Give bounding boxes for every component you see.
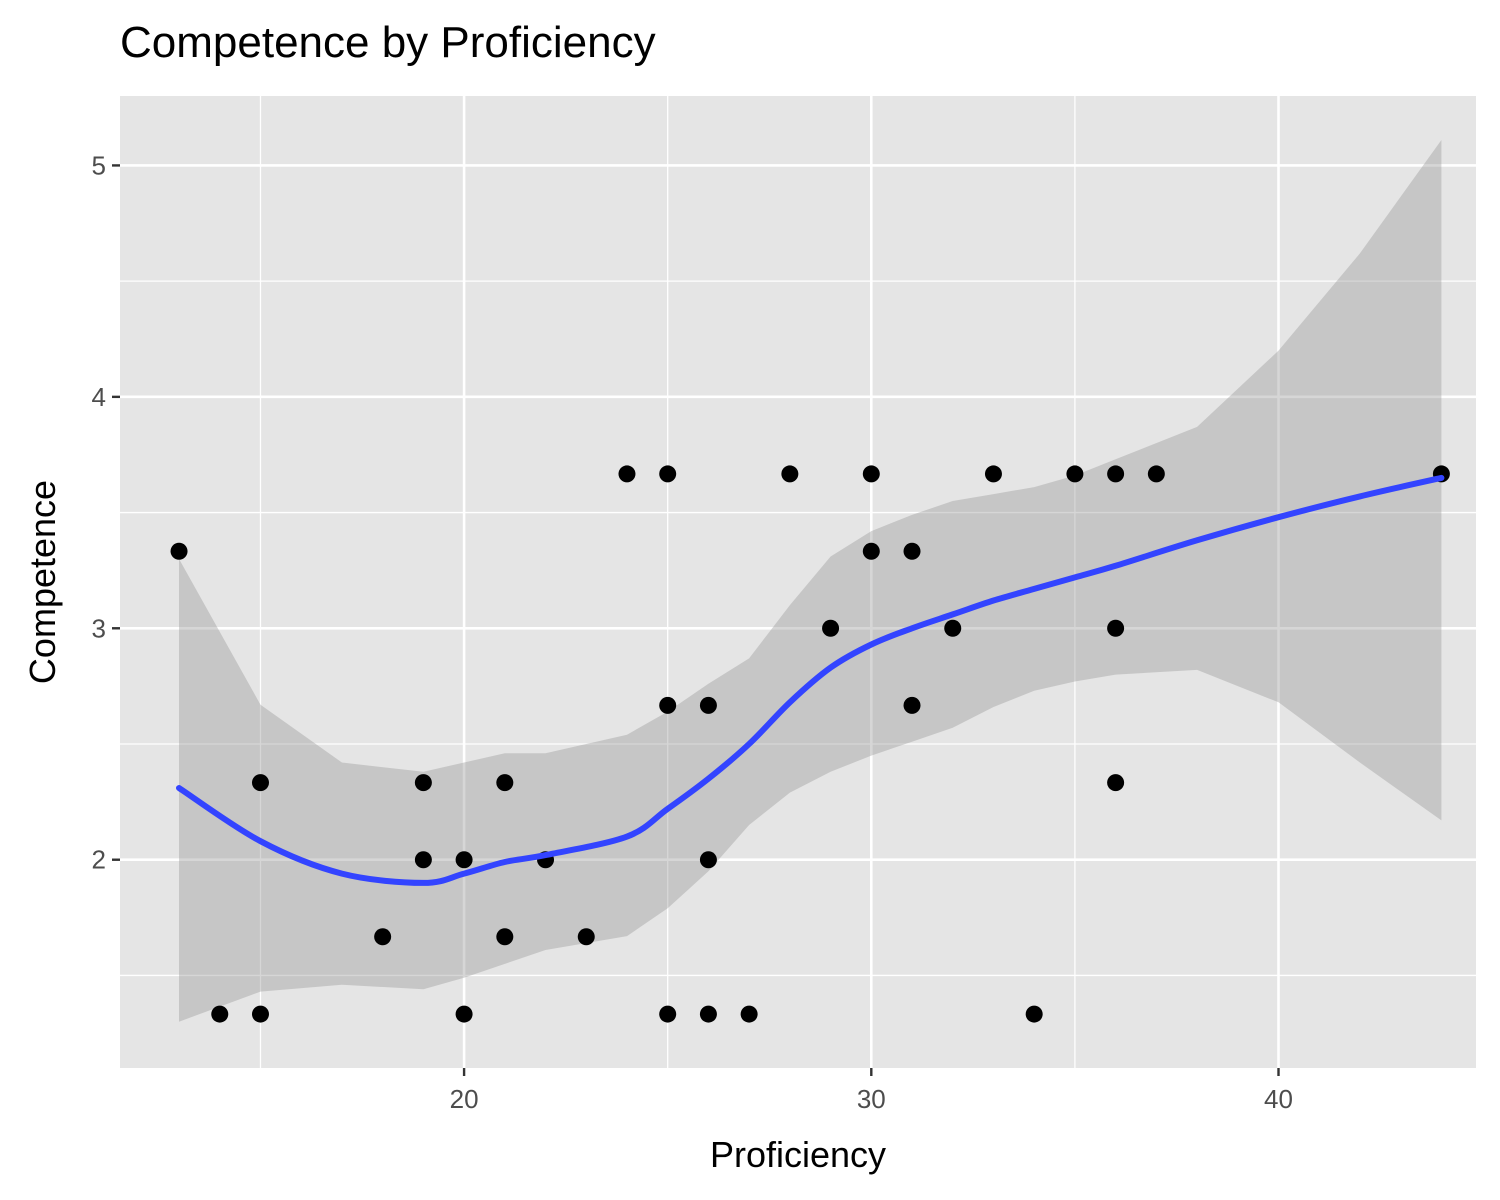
data-points [170,465,1450,1023]
data-point [1107,465,1125,483]
data-point [1066,465,1084,483]
confidence-ribbon [179,140,1442,1022]
data-point [496,774,514,792]
data-point [659,1005,677,1023]
data-point [211,1005,229,1023]
data-point [944,619,962,637]
data-point [781,465,799,483]
data-point [1147,465,1165,483]
data-point [496,928,514,946]
data-point [1107,619,1125,637]
data-point [577,928,595,946]
data-point [862,465,880,483]
x-tick-label: 30 [857,1084,886,1114]
y-axis-title: Competence [22,480,63,684]
y-tick-label: 4 [92,382,106,412]
x-axis: 20 30 40 [450,1068,1293,1114]
y-tick-label: 5 [92,150,106,180]
minor-gridlines [120,96,1476,1068]
data-point [170,542,188,560]
data-point [659,696,677,714]
data-point [618,465,636,483]
data-point [740,1005,758,1023]
data-point [251,1005,269,1023]
data-point [903,696,921,714]
data-point [903,542,921,560]
data-point [251,774,269,792]
y-tick-label: 3 [92,613,106,643]
x-axis-title: Proficiency [710,1134,886,1175]
data-point [699,696,717,714]
data-point [659,465,677,483]
data-point [414,774,432,792]
data-point [455,851,473,869]
y-axis: 2 3 4 5 [92,150,120,875]
data-point [984,465,1002,483]
y-tick-label: 2 [92,845,106,875]
data-point [822,619,840,637]
x-tick-label: 20 [450,1084,479,1114]
data-point [374,928,392,946]
data-point [1107,774,1125,792]
chart-title: Competence by Proficiency [120,18,656,67]
data-point [699,1005,717,1023]
data-point [1025,1005,1043,1023]
plot-panel [120,96,1476,1068]
data-point [455,1005,473,1023]
data-point [862,542,880,560]
data-point [699,851,717,869]
smooth-trend-line [176,474,1445,886]
x-tick-label: 40 [1264,1084,1293,1114]
major-gridlines [120,96,1476,1068]
data-point [414,851,432,869]
